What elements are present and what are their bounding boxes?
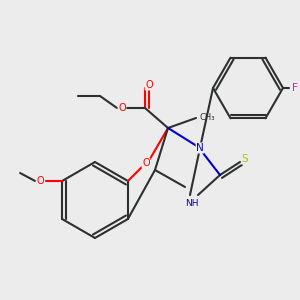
Text: O: O	[145, 80, 153, 90]
Text: S: S	[242, 154, 248, 164]
Text: F: F	[292, 83, 298, 93]
Text: NH: NH	[185, 199, 199, 208]
Text: O: O	[36, 176, 44, 186]
Text: O: O	[142, 158, 150, 168]
Text: N: N	[196, 143, 204, 153]
Text: O: O	[118, 103, 126, 113]
Text: CH₃: CH₃	[200, 113, 215, 122]
